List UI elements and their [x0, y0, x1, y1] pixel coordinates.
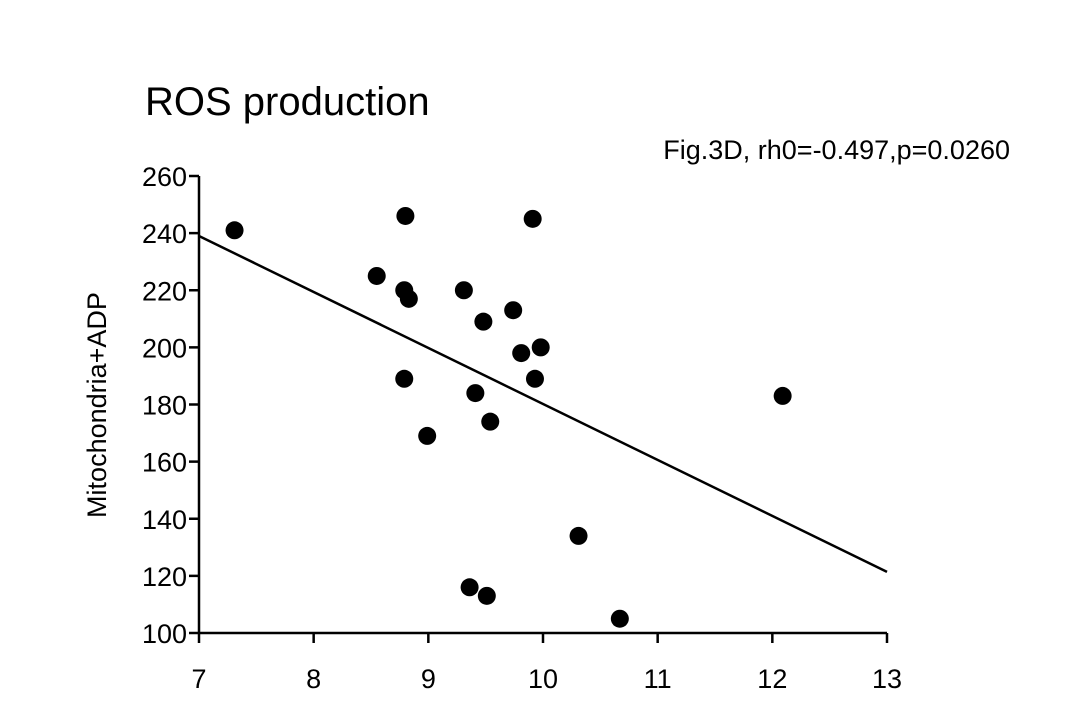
- annotation: Fig.3D, rh0=-0.497,p=0.0260: [663, 135, 1010, 165]
- point: [454, 281, 473, 300]
- point: [512, 344, 531, 363]
- point: [504, 301, 523, 320]
- fit-line: [198, 234, 888, 573]
- point: [460, 578, 479, 597]
- point: [477, 586, 496, 605]
- x-tick-label: 8: [306, 664, 321, 694]
- x-tick-label: 11: [644, 664, 672, 694]
- point: [396, 206, 415, 225]
- y-tick-label: 120: [142, 562, 187, 592]
- y-tick-label: 200: [142, 333, 187, 363]
- x-tick-label: 7: [191, 664, 206, 694]
- point: [569, 526, 588, 545]
- chart-title: ROS production: [145, 80, 430, 124]
- y-tick-label: 160: [142, 448, 187, 478]
- point: [525, 369, 544, 388]
- y-axis-label: Mitochondria+ADP: [82, 292, 112, 518]
- point: [474, 312, 493, 331]
- y-tick-label: 220: [142, 276, 187, 306]
- point: [225, 221, 244, 240]
- x-tick-label: 12: [757, 664, 787, 694]
- x-tick-label: 9: [421, 664, 436, 694]
- point: [395, 369, 414, 388]
- point: [418, 426, 437, 445]
- point: [531, 338, 550, 357]
- y-tick-label: 240: [142, 219, 187, 249]
- point: [466, 384, 485, 403]
- x-tick-label: 10: [528, 664, 558, 694]
- x-tick-label: 13: [872, 664, 902, 694]
- y-tick-label: 140: [142, 505, 187, 535]
- point: [773, 386, 792, 405]
- point: [610, 609, 629, 628]
- point: [481, 412, 500, 431]
- y-tick-label: 100: [142, 619, 187, 649]
- y-tick-label: 260: [142, 162, 187, 192]
- point: [399, 289, 418, 308]
- y-tick-label: 180: [142, 391, 187, 421]
- point: [523, 209, 542, 228]
- point: [367, 266, 386, 285]
